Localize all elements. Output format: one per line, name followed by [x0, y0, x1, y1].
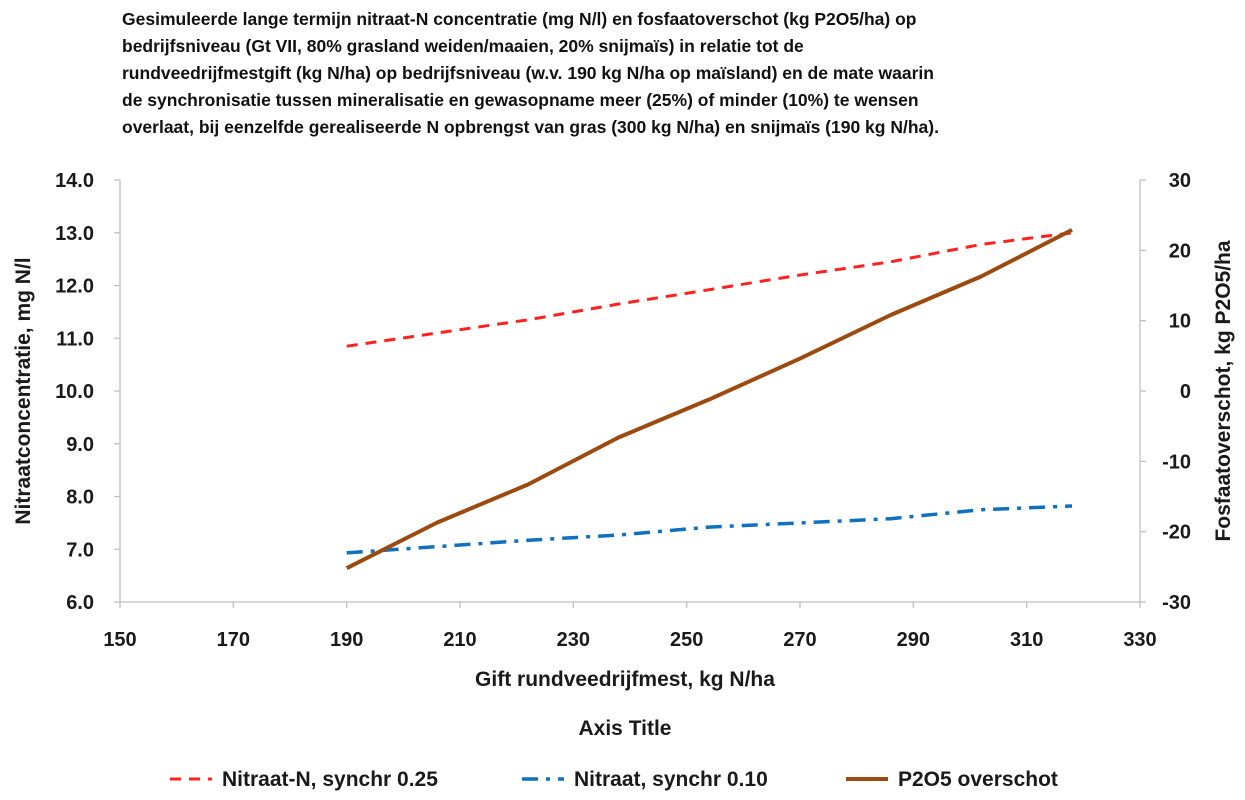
axes: [114, 179, 1146, 608]
y-tick-label: 8.0: [66, 487, 94, 509]
series-line-1: [346, 231, 1073, 348]
y2-tick-label: -10: [1162, 451, 1191, 473]
x-tick-label: 330: [1123, 629, 1156, 651]
chart-title-line: overlaat, bij eenzelfde gerealiseerde N …: [122, 117, 939, 137]
x-tick-label: 150: [103, 629, 136, 651]
chart-title-line: rundveedrijfmestgift (kg N/ha) op bedrij…: [122, 63, 934, 83]
y2-tick-label: -30: [1162, 592, 1191, 614]
y-tick-label: 6.0: [66, 592, 94, 614]
legend-label-1: Nitraat-N, synchr 0.25: [222, 768, 438, 791]
y-tick-label: 7.0: [66, 539, 94, 561]
legend-label-2: Nitraat, synchr 0.10: [574, 768, 768, 791]
y-tick-label: 14.0: [55, 170, 94, 192]
x-tick-label: 290: [897, 629, 930, 651]
legend: Nitraat-N, synchr 0.25 Nitraat, synchr 0.…: [170, 768, 1058, 791]
series-line-3: [345, 228, 1073, 570]
y-tick-label: 12.0: [55, 276, 94, 298]
legend-label-3: P2O5 overschot: [898, 768, 1058, 791]
chart-title-line: bedrijfsniveau (Gt VII, 80% grasland wei…: [122, 36, 804, 56]
y2-tick-label: 0: [1180, 381, 1191, 403]
chart-title-line: de synchronisatie tussen mineralisatie e…: [122, 90, 919, 110]
x-tick-label: 250: [670, 629, 703, 651]
x-tick-label: 170: [217, 629, 250, 651]
y2-tick-label: 30: [1169, 170, 1191, 192]
chart-title: Gesimuleerde lange termijn nitraat-N con…: [122, 6, 1182, 141]
x-tick-label: 230: [557, 629, 590, 651]
y-tick-label: 9.0: [66, 434, 94, 456]
y-tick-label: 11.0: [56, 328, 94, 350]
x-tick-label: 210: [443, 629, 476, 651]
y2-axis-label: Fosfaatoverschot, kg P2O5/ha: [1212, 240, 1235, 541]
y2-tick-label: -20: [1162, 522, 1191, 544]
y2-tick-label: 20: [1169, 240, 1191, 262]
y-tick-label: 10.0: [55, 381, 94, 403]
x-tick-label: 190: [330, 629, 363, 651]
x-tick-label: 310: [1010, 629, 1043, 651]
tick-labels: 150 170 190 210 230 250 270 290 310 330 6.0 7.0 8.0 9…: [55, 170, 1191, 651]
series-line-2: [346, 504, 1073, 555]
series-lines: [345, 228, 1073, 570]
x-axis-secondary-label: Axis Title: [579, 717, 672, 740]
y2-tick-label: 10: [1169, 311, 1191, 333]
y-tick-label: 13.0: [55, 223, 94, 245]
chart-title-line: Gesimuleerde lange termijn nitraat-N con…: [122, 9, 917, 29]
x-tick-label: 270: [783, 629, 816, 651]
y-axis-label: Nitraatconcentratie, mg N/l: [12, 257, 35, 524]
x-axis-label: Gift rundveedrijfmest, kg N/ha: [475, 668, 775, 691]
